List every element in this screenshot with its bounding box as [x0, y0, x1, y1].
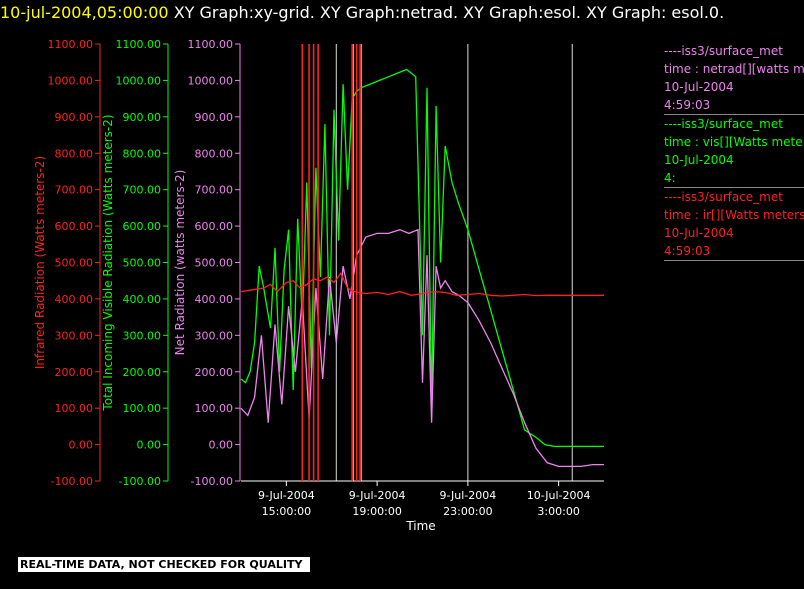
- net-y-tick-label: 800.00: [195, 147, 234, 160]
- legend-time: 4:59:03: [664, 244, 711, 258]
- ir-y-tick-label: 800.00: [55, 147, 94, 160]
- vis-y-tick-label: 600.00: [123, 220, 162, 233]
- graph-title: 10-jul-2004,05:00:00 XY Graph:xy-grid. X…: [0, 2, 760, 23]
- vis-y-tick-label: -100.00: [119, 475, 161, 488]
- data-series: [240, 44, 604, 481]
- vis-series-line: [240, 68, 604, 448]
- net-y-tick-label: 500.00: [195, 257, 234, 270]
- ir-y-tick-label: -100.00: [51, 475, 93, 488]
- net-y-tick-label: 700.00: [195, 184, 234, 197]
- vis-y-tick-label: 100.00: [123, 402, 162, 415]
- vis-y-tick-label: 0.00: [137, 439, 162, 452]
- ir-y-tick-label: 900.00: [55, 111, 94, 124]
- net-y-tick-label: 200.00: [195, 366, 234, 379]
- x-tick-time: 23:00:00: [443, 505, 492, 518]
- title-timestamp: 10-jul-2004,05:00:00: [0, 3, 169, 22]
- ir-y-tick-label: 400.00: [55, 293, 94, 306]
- ir-y-axis-title: Infrared Radiation (Watts meters-2): [33, 156, 47, 369]
- x-tick-time: 19:00:00: [352, 505, 401, 518]
- legend-date: 10-Jul-2004: [664, 226, 734, 240]
- ir-y-tick-label: 1100.00: [48, 38, 94, 51]
- ir-y-tick-label: 500.00: [55, 257, 94, 270]
- net-y-tick-label: 1100.00: [188, 38, 234, 51]
- ir-y-tick-label: 300.00: [55, 329, 94, 342]
- net-y-axis-title: Net Radiation (watts meters-2): [173, 170, 187, 356]
- x-tick-time: 3:00:00: [537, 505, 579, 518]
- ir-y-tick-label: 200.00: [55, 366, 94, 379]
- vis-y-tick-label: 200.00: [123, 366, 162, 379]
- ir-y-tick-label: 100.00: [55, 402, 94, 415]
- ir-y-tick-label: 1000.00: [48, 74, 94, 87]
- vis-y-tick-label: 1000.00: [116, 74, 162, 87]
- x-tick-date: 9-Jul-2004: [258, 489, 315, 502]
- legend-date: 10-Jul-2004: [664, 80, 734, 94]
- legend-var: time : ir[][Watts meters: [664, 208, 804, 222]
- vis-y-tick-label: 900.00: [123, 111, 162, 124]
- net-y-tick-label: 400.00: [195, 293, 234, 306]
- legend-time: 4:: [664, 171, 676, 185]
- x-tick-time: 15:00:00: [262, 505, 311, 518]
- title-graph-list: XY Graph:xy-grid. XY Graph:netrad. XY Gr…: [168, 3, 725, 22]
- x-tick-date: 9-Jul-2004: [349, 489, 406, 502]
- net-y-tick-label: 300.00: [195, 329, 234, 342]
- net-y-tick-label: 100.00: [195, 402, 234, 415]
- legend-name: ----iss3/surface_met: [664, 44, 783, 58]
- x-tick-date: 9-Jul-2004: [439, 489, 496, 502]
- vis-y-tick-label: 800.00: [123, 147, 162, 160]
- vis-y-tick-label: 1100.00: [116, 38, 162, 51]
- vertical-gridlines: [335, 44, 573, 481]
- vis-y-tick-label: 400.00: [123, 293, 162, 306]
- legend-name: ----iss3/surface_met: [664, 117, 783, 131]
- vis-y-axis-title: Total Incoming Visible Radiation (Watts …: [101, 114, 115, 411]
- x-tick-date: 10-Jul-2004: [527, 489, 591, 502]
- net-series-line: [240, 228, 604, 468]
- quality-disclaimer: REAL-TIME DATA, NOT CHECKED FOR QUALITY: [18, 557, 311, 572]
- net-y-tick-label: 1000.00: [188, 74, 234, 87]
- legend-var: time : netrad[][watts me: [664, 62, 804, 76]
- axes: 1100.00 1000.00 900.00 800.00 700.00 600.00 50…: [33, 38, 604, 518]
- net-y-tick-label: 0.00: [209, 439, 234, 452]
- vis-y-tick-label: 700.00: [123, 184, 162, 197]
- vis-y-tick-label: 300.00: [123, 329, 162, 342]
- legend-date: 10-Jul-2004: [664, 153, 734, 167]
- x-axis-title: Time: [405, 519, 435, 533]
- ir-y-tick-label: 600.00: [55, 220, 94, 233]
- ir-y-tick-label: 0.00: [69, 439, 94, 452]
- ir-series-line: [240, 272, 604, 297]
- net-y-tick-label: 600.00: [195, 220, 234, 233]
- ir-y-tick-label: 700.00: [55, 184, 94, 197]
- legend-var: time : vis[][Watts mete: [664, 135, 803, 149]
- legend-time: 4:59:03: [664, 98, 711, 112]
- net-y-tick-label: -100.00: [191, 475, 233, 488]
- legend-name: ----iss3/surface_met: [664, 190, 783, 204]
- net-y-tick-label: 900.00: [195, 111, 234, 124]
- vis-y-tick-label: 500.00: [123, 257, 162, 270]
